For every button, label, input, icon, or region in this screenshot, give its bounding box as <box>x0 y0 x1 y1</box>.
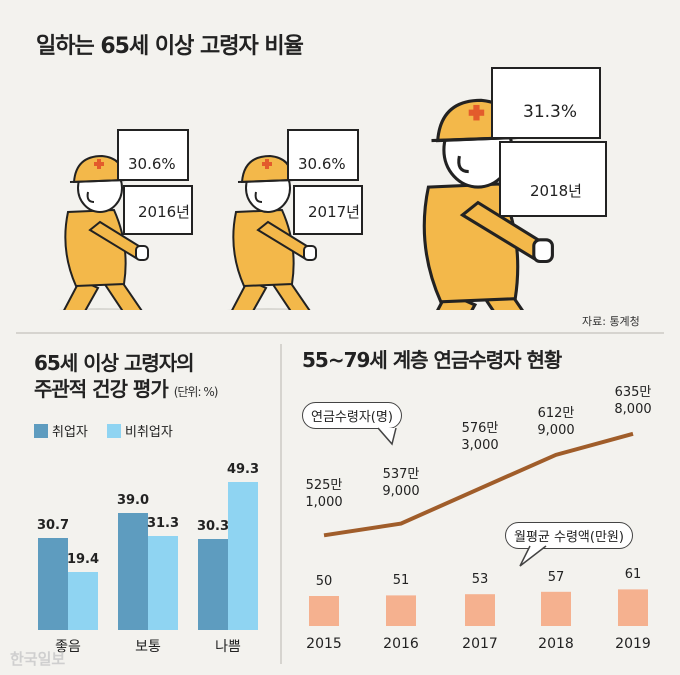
year-2017: 2017년 <box>308 203 360 221</box>
health-title-line1: 65세 이상 고령자의 <box>34 351 195 375</box>
health-title-line2: 주관적 건강 평가 (단위: %) <box>34 376 219 405</box>
pension-amount-label: 61 <box>624 567 642 583</box>
box-2018-top <box>491 67 601 139</box>
pension-year-label: 2016 <box>383 636 419 652</box>
pension-recipients-label: 635만 8,000 <box>614 384 652 417</box>
health-unit: (단위: %) <box>173 385 219 399</box>
pension-amount-bar <box>618 589 648 626</box>
vertical-divider <box>280 344 282 664</box>
pension-year-label: 2018 <box>538 636 574 652</box>
pension-amount-bar <box>541 591 571 626</box>
pension-title: 55~79세 계층 연금수령자 현황 <box>302 348 562 372</box>
health-bar-employed-2 <box>198 539 228 630</box>
legend-swatch-unemployed <box>106 423 121 438</box>
pension-amount-label: 57 <box>547 569 565 585</box>
health-bar-employed-1 <box>118 513 148 630</box>
health-category-label: 나쁨 <box>215 639 241 655</box>
pension-recipients-label: 525만 1,000 <box>305 478 343 511</box>
health-bar-unemployed-2 <box>228 482 258 630</box>
health-category-label: 좋음 <box>55 639 81 655</box>
box-2017-top <box>287 129 359 181</box>
pension-year-label: 2017 <box>462 636 498 652</box>
box-2016-top <box>117 129 189 181</box>
rate-2016: 30.6% <box>128 155 176 173</box>
pension-amount-label: 53 <box>471 572 489 588</box>
box-2018-bottom <box>499 141 607 217</box>
watermark: 한국일보 <box>10 650 66 668</box>
pension-amount-label: 50 <box>315 574 333 589</box>
pension-recipients-label: 576만 3,000 <box>461 421 499 454</box>
callout-amount: 월평균 수령액(만원) <box>505 522 633 549</box>
worker-illustrations <box>19 67 607 310</box>
year-2016: 2016년 <box>138 203 190 221</box>
health-bar-unemployed-0 <box>68 571 98 630</box>
pension-recipients-label: 537만 9,000 <box>382 466 420 499</box>
pension-amount-bar <box>386 595 416 626</box>
health-value-label: 19.4 <box>66 551 100 567</box>
pension-year-label: 2015 <box>306 636 342 652</box>
legend-unemployed: 비취업자 <box>124 425 173 440</box>
legend-swatch-employed <box>34 423 48 438</box>
box-2016-bottom <box>123 185 193 235</box>
rate-2018: 31.3% <box>523 102 578 122</box>
pension-recipients-label: 612만 9,000 <box>537 405 575 438</box>
box-2017-bottom <box>293 185 363 235</box>
health-value-label: 39.0 <box>116 493 150 508</box>
health-category-label: 보통 <box>135 639 161 655</box>
pension-amount-label: 51 <box>392 573 410 589</box>
health-legend: 취업자 비취업자 <box>34 420 187 440</box>
health-value-label: 49.3 <box>226 462 260 478</box>
health-value-label: 30.7 <box>36 517 70 533</box>
year-2018: 2018년 <box>530 182 582 200</box>
pension-year-label: 2019 <box>615 636 651 652</box>
health-bar-employed-0 <box>38 537 68 630</box>
rate-2017: 30.6% <box>298 155 346 173</box>
legend-employed: 취업자 <box>52 425 88 440</box>
health-title-text: 주관적 건강 평가 <box>34 377 169 401</box>
pension-amount-bar <box>309 596 339 626</box>
horizontal-divider <box>16 332 664 334</box>
pension-amount-bar <box>465 594 495 626</box>
source-note: 자료: 통계청 <box>582 315 640 328</box>
health-value-label: 30.3 <box>196 519 230 535</box>
health-value-label: 31.3 <box>146 516 180 532</box>
pension-recipients-line <box>323 431 634 538</box>
health-bar-chart: 30.7 19.4 좋음 39.0 31.3 보통 30.3 49.3 나쁨 <box>0 0 280 675</box>
page-title: 일하는 65세 이상 고령자 비율 <box>36 34 304 59</box>
callout-recipients: 연금수령자(명) <box>302 402 402 429</box>
health-bar-unemployed-1 <box>148 536 178 630</box>
